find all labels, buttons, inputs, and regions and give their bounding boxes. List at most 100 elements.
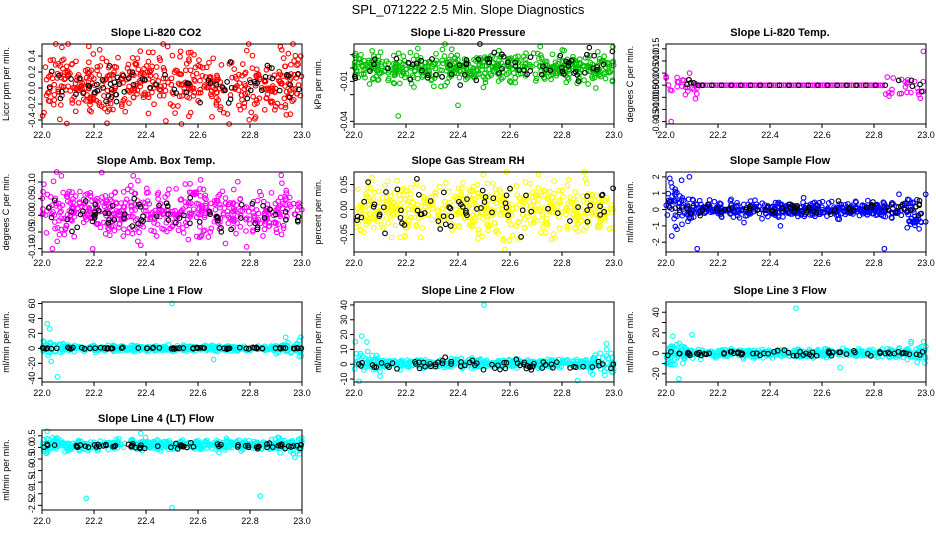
data-point [560, 71, 567, 77]
data-point [182, 67, 189, 74]
data-point [285, 50, 292, 57]
data-point [90, 97, 97, 103]
data-point [692, 95, 699, 102]
data-point [180, 345, 187, 351]
data-point [54, 225, 61, 231]
data-point [895, 204, 902, 210]
data-point [56, 341, 63, 348]
data-point [727, 348, 734, 355]
data-point [699, 207, 706, 214]
data-point [197, 344, 204, 351]
data-point [72, 108, 79, 115]
data-point [609, 48, 616, 55]
data-point [413, 181, 420, 188]
data-point [131, 195, 138, 202]
data-point [573, 359, 580, 365]
data-point [568, 204, 575, 211]
data-point [538, 192, 545, 199]
data-point [683, 205, 690, 211]
data-point [545, 73, 552, 80]
data-point [120, 189, 127, 195]
data-point [278, 231, 285, 238]
data-point [206, 59, 212, 66]
data-point [255, 210, 262, 217]
data-point [366, 215, 372, 222]
data-point [567, 365, 573, 371]
data-point [355, 74, 362, 81]
data-point [75, 99, 82, 106]
data-point [439, 205, 446, 212]
data-point [197, 89, 204, 96]
data-point [781, 347, 788, 353]
data-point [214, 74, 221, 80]
data-point [870, 199, 876, 205]
data-point [383, 201, 390, 207]
data-point [560, 193, 566, 200]
data-point [154, 221, 161, 228]
data-point [824, 207, 831, 214]
data-point [134, 55, 141, 62]
data-point [856, 212, 863, 219]
data-point [696, 197, 703, 204]
data-point [432, 60, 438, 67]
data-point [589, 364, 596, 370]
data-point [229, 208, 236, 215]
data-point [834, 82, 840, 89]
data-point [580, 193, 587, 200]
data-point [53, 203, 59, 209]
data-point [203, 196, 209, 203]
x-tick-label: 22.8 [865, 130, 883, 140]
data-point [134, 238, 141, 245]
data-point [283, 88, 290, 95]
data-point [291, 58, 297, 64]
x-tick-label: 22.6 [189, 388, 207, 398]
data-point [507, 78, 513, 84]
data-point [581, 77, 587, 84]
panel-pressure: Slope Li-820 Pressure 22.0 22.2 22.4 22.6 22… [312, 27, 624, 149]
data-point [728, 82, 735, 89]
data-point [116, 81, 123, 87]
data-point [130, 81, 137, 88]
data-point [262, 73, 269, 80]
data-point [112, 85, 118, 92]
data-point [760, 350, 767, 357]
data-point [246, 117, 253, 123]
data-point [376, 199, 383, 206]
data-point [813, 352, 820, 359]
x-tick-label: 22.6 [813, 130, 831, 140]
data-point [384, 362, 391, 369]
panel-gas-rh: Slope Gas Stream RH 22.0 22.2 22.4 22.6 22.8… [312, 155, 624, 277]
data-point [435, 211, 442, 218]
data-point [777, 347, 784, 353]
data-point [457, 68, 464, 75]
data-point [102, 210, 109, 216]
data-point [208, 342, 215, 349]
data-point [120, 216, 126, 223]
data-point [394, 186, 401, 193]
data-point [100, 84, 107, 91]
data-point [254, 224, 261, 231]
data-point [237, 207, 244, 214]
data-point [150, 344, 157, 351]
y-tick-label: 0.05 [27, 190, 37, 208]
data-point [585, 54, 591, 61]
x-tick-label: 22.8 [865, 258, 883, 268]
data-point [206, 208, 213, 215]
y-tick-label: -0.05 [27, 222, 37, 243]
data-point [512, 63, 519, 69]
data-point [551, 178, 557, 184]
data-point [533, 77, 539, 84]
data-point [135, 66, 142, 73]
data-point [113, 91, 120, 98]
data-point [190, 206, 197, 212]
data-point [580, 63, 587, 70]
data-series [40, 300, 305, 380]
data-point [800, 194, 807, 201]
data-point [538, 71, 545, 78]
data-point [291, 72, 298, 78]
data-point [172, 110, 178, 116]
data-point [418, 57, 425, 64]
data-point [105, 93, 112, 99]
panel-sample-flow: Slope Sample Flow 22.0 22.2 22.4 22.6 22.8 23… [624, 155, 936, 277]
